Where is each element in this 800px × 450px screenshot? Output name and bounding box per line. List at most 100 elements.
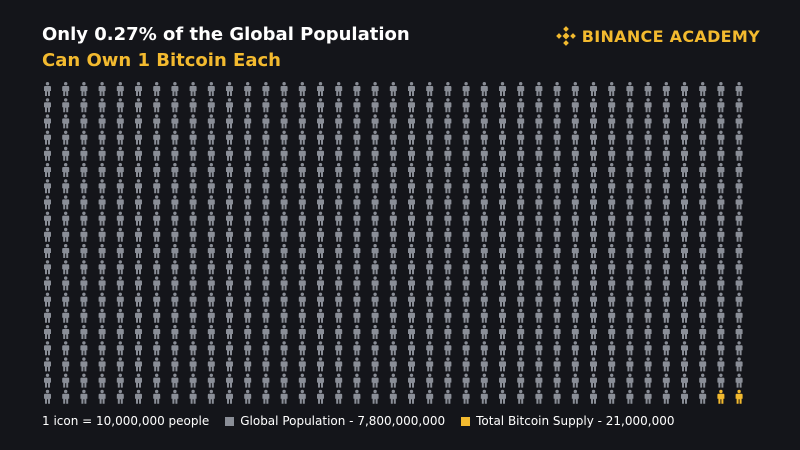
population-person-icon: [171, 244, 179, 258]
population-person-icon: [699, 146, 707, 161]
population-person-icon: [462, 163, 470, 177]
population-person-icon: [662, 98, 670, 113]
population-person-icon: [699, 341, 707, 356]
population-person-icon: [644, 114, 652, 129]
population-person-icon: [262, 357, 270, 372]
population-person-icon: [535, 260, 543, 275]
population-person-icon: [480, 244, 488, 258]
population-person-icon: [153, 341, 161, 356]
population-person-icon: [535, 341, 543, 356]
population-person-icon: [517, 82, 525, 96]
population-person-icon: [480, 211, 488, 226]
population-person-icon: [371, 146, 379, 161]
population-person-icon: [317, 244, 324, 258]
population-person-icon: [98, 114, 106, 129]
population-person-icon: [335, 308, 343, 323]
population-person-icon: [626, 357, 634, 372]
population-person-icon: [535, 163, 543, 177]
population-person-icon: [116, 98, 124, 113]
population-person-icon: [62, 163, 70, 177]
population-person-icon: [226, 227, 233, 242]
population-person-icon: [317, 211, 324, 226]
population-person-icon: [408, 82, 415, 96]
population-person-icon: [62, 389, 70, 404]
population-person-icon: [644, 276, 652, 291]
population-person-icon: [317, 179, 324, 194]
population-person-icon: [298, 114, 306, 129]
population-person-icon: [590, 260, 597, 275]
population-person-icon: [44, 227, 51, 242]
population-person-icon: [353, 357, 361, 372]
population-person-icon: [244, 373, 252, 388]
population-person-icon: [553, 114, 561, 129]
population-person-icon: [298, 195, 306, 210]
population-person-icon: [244, 227, 252, 242]
population-person-icon: [571, 389, 579, 404]
population-person-icon: [62, 114, 70, 129]
population-person-icon: [153, 325, 161, 339]
population-person-icon: [80, 341, 88, 356]
population-person-icon: [535, 146, 543, 161]
population-person-icon: [408, 114, 415, 129]
population-person-icon: [189, 98, 197, 113]
population-person-icon: [480, 373, 488, 388]
population-person-icon: [717, 163, 725, 177]
population-person-icon: [262, 179, 270, 194]
population-person-icon: [171, 373, 179, 388]
population-person-icon: [280, 292, 288, 307]
population-person-icon: [280, 98, 288, 113]
population-person-icon: [626, 244, 634, 258]
population-person-icon: [116, 260, 124, 275]
population-person-icon: [735, 98, 743, 113]
population-person-icon: [535, 227, 543, 242]
population-person-icon: [98, 211, 106, 226]
population-person-icon: [571, 260, 579, 275]
population-person-icon: [153, 114, 161, 129]
population-person-icon: [735, 244, 743, 258]
population-person-icon: [244, 179, 252, 194]
population-person-icon: [298, 146, 306, 161]
population-person-icon: [389, 195, 397, 210]
population-person-icon: [535, 195, 543, 210]
population-person-icon: [135, 389, 142, 404]
population-person-icon: [171, 357, 179, 372]
population-person-icon: [571, 308, 579, 323]
population-person-icon: [553, 82, 561, 96]
population-person-icon: [644, 179, 652, 194]
population-person-icon: [699, 244, 707, 258]
population-person-icon: [98, 163, 106, 177]
population-person-icon: [444, 389, 452, 404]
population-person-icon: [699, 276, 707, 291]
population-person-icon: [244, 163, 252, 177]
population-person-icon: [335, 244, 343, 258]
population-person-icon: [590, 325, 597, 339]
population-person-icon: [662, 260, 670, 275]
population-person-icon: [608, 195, 616, 210]
population-person-icon: [116, 227, 124, 242]
population-person-icon: [717, 146, 725, 161]
population-person-icon: [353, 114, 361, 129]
population-person-icon: [408, 373, 415, 388]
population-person-icon: [371, 308, 379, 323]
population-person-icon: [135, 292, 142, 307]
population-person-icon: [171, 146, 179, 161]
population-person-icon: [80, 179, 88, 194]
population-person-icon: [735, 292, 743, 307]
population-person-icon: [353, 211, 361, 226]
population-person-icon: [298, 357, 306, 372]
population-person-icon: [44, 276, 51, 291]
population-person-icon: [80, 260, 88, 275]
population-person-icon: [62, 357, 70, 372]
bitcoin-person-icon: [735, 389, 743, 404]
population-person-icon: [44, 260, 51, 275]
population-person-icon: [590, 308, 597, 323]
population-person-icon: [171, 98, 179, 113]
population-person-icon: [408, 292, 415, 307]
population-person-icon: [116, 163, 124, 177]
population-person-icon: [371, 130, 379, 145]
population-person-icon: [262, 325, 270, 339]
population-person-icon: [662, 276, 670, 291]
population-person-icon: [626, 163, 634, 177]
population-person-icon: [262, 114, 270, 129]
population-person-icon: [171, 260, 179, 275]
